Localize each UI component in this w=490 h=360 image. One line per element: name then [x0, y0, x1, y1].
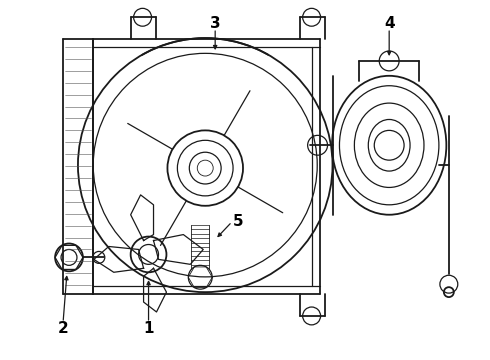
- Text: 3: 3: [210, 16, 220, 31]
- Text: 4: 4: [384, 16, 394, 31]
- Text: 1: 1: [143, 321, 154, 336]
- Text: 5: 5: [233, 214, 244, 229]
- Text: 2: 2: [58, 321, 69, 336]
